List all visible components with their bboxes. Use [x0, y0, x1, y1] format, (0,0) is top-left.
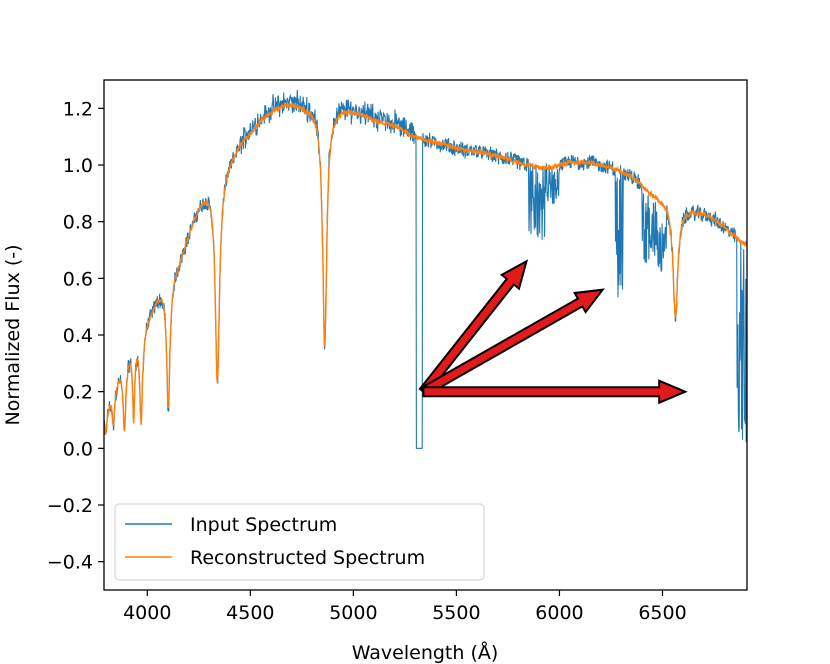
legend-box [114, 503, 485, 581]
plot-area [104, 89, 747, 449]
x-axis: 4000 4500 5000 5500 6000 6500 [123, 590, 687, 624]
y-tick-label: −0.4 [47, 552, 93, 574]
y-tick-label: 1.2 [63, 98, 93, 120]
legend: Input Spectrum Reconstructed Spectrum [114, 503, 485, 581]
annotation-arrows [418, 259, 688, 405]
reconstructed-spectrum-line [104, 101, 747, 435]
legend-label-input: Input Spectrum [190, 514, 337, 536]
y-axis: −0.4 −0.2 0.0 0.2 0.4 0.6 0.8 1.0 1.2 [47, 98, 104, 574]
y-tick-label: −0.2 [47, 495, 93, 517]
annotation-arrow [422, 379, 688, 405]
y-tick-label: 0.8 [63, 212, 93, 234]
x-tick-label: 4000 [123, 602, 171, 624]
y-tick-label: 0.0 [63, 438, 93, 460]
x-axis-title: Wavelength (Å) [352, 641, 499, 664]
y-tick-label: 1.0 [63, 155, 93, 177]
y-axis-title: Normalized Flux (-) [2, 244, 24, 425]
x-tick-label: 6000 [535, 602, 583, 624]
reconstructed-spectrum-series [104, 101, 747, 435]
x-tick-label: 5500 [432, 602, 480, 624]
annotation-arrow [419, 288, 605, 397]
y-tick-label: 0.4 [63, 325, 93, 347]
x-tick-label: 4500 [226, 602, 274, 624]
legend-label-recon: Reconstructed Spectrum [190, 547, 425, 569]
y-tick-label: 0.6 [63, 268, 93, 290]
annotation-arrow [418, 259, 529, 396]
x-tick-label: 5000 [329, 602, 377, 624]
x-tick-label: 6500 [638, 602, 686, 624]
y-tick-label: 0.2 [63, 382, 93, 404]
